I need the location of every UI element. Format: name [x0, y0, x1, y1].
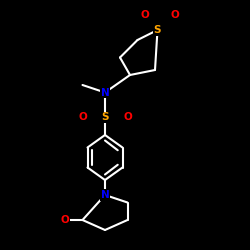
Text: N: N — [100, 88, 110, 98]
Text: N: N — [100, 190, 110, 200]
Text: S: S — [154, 25, 161, 35]
Text: O: O — [78, 112, 87, 122]
Text: O: O — [140, 10, 149, 20]
Text: S: S — [101, 112, 109, 122]
Text: O: O — [123, 112, 132, 122]
Text: O: O — [170, 10, 179, 20]
Text: O: O — [60, 215, 70, 225]
